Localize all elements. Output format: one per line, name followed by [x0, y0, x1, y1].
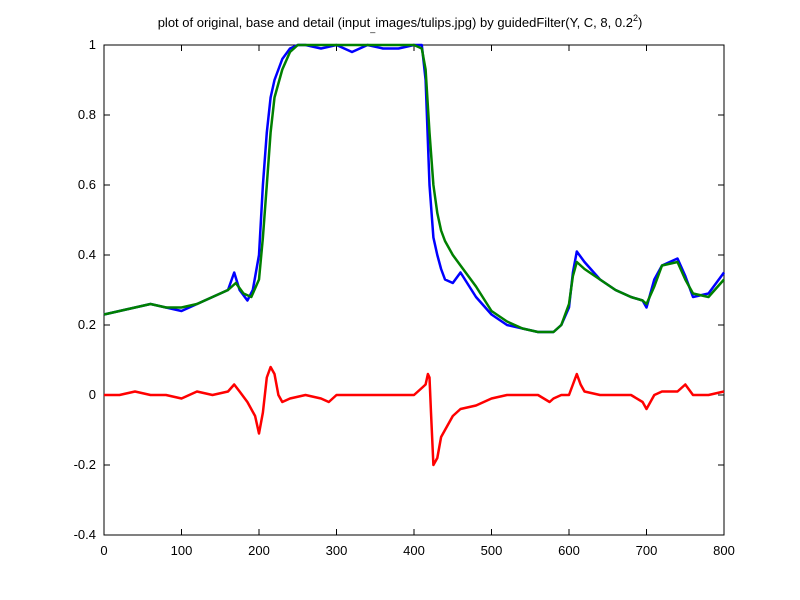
chart-title-underscore: _	[369, 23, 376, 33]
x-tick-label: 0	[100, 543, 107, 558]
y-tick-label: 0	[89, 387, 96, 402]
detail-series-line	[104, 365, 725, 467]
y-tick-label: 0.4	[78, 247, 96, 262]
series-layer	[103, 43, 726, 467]
chart-title: plot of original, base and detail (input…	[158, 13, 643, 33]
base-series-line	[103, 43, 725, 334]
y-tick-label: -0.2	[74, 457, 96, 472]
x-tick-label: 600	[558, 543, 580, 558]
x-tick-label: 200	[248, 543, 270, 558]
y-tick-label: 0.2	[78, 317, 96, 332]
x-tick-label: 800	[713, 543, 735, 558]
chart-title-end: )	[638, 15, 642, 30]
x-axis-ticks: 0 100 200 300 400 500 600 700 800	[100, 45, 735, 558]
chart-title-rest: images/tulips.jpg) by guidedFilter(Y, C,…	[375, 15, 633, 30]
y-axis-ticks: -0.4 -0.2 0 0.2 0.4 0.6 0.8 1	[74, 37, 724, 542]
x-tick-label: 400	[403, 543, 425, 558]
plot-area	[103, 44, 725, 536]
y-tick-label: 1	[89, 37, 96, 52]
y-tick-label: -0.4	[74, 527, 96, 542]
x-tick-label: 100	[171, 543, 193, 558]
y-tick-label: 0.8	[78, 107, 96, 122]
chart-title-superscript: 2	[633, 13, 638, 23]
y-tick-label: 0.6	[78, 177, 96, 192]
x-tick-label: 300	[326, 543, 348, 558]
x-tick-label: 500	[481, 543, 503, 558]
x-tick-label: 700	[636, 543, 658, 558]
